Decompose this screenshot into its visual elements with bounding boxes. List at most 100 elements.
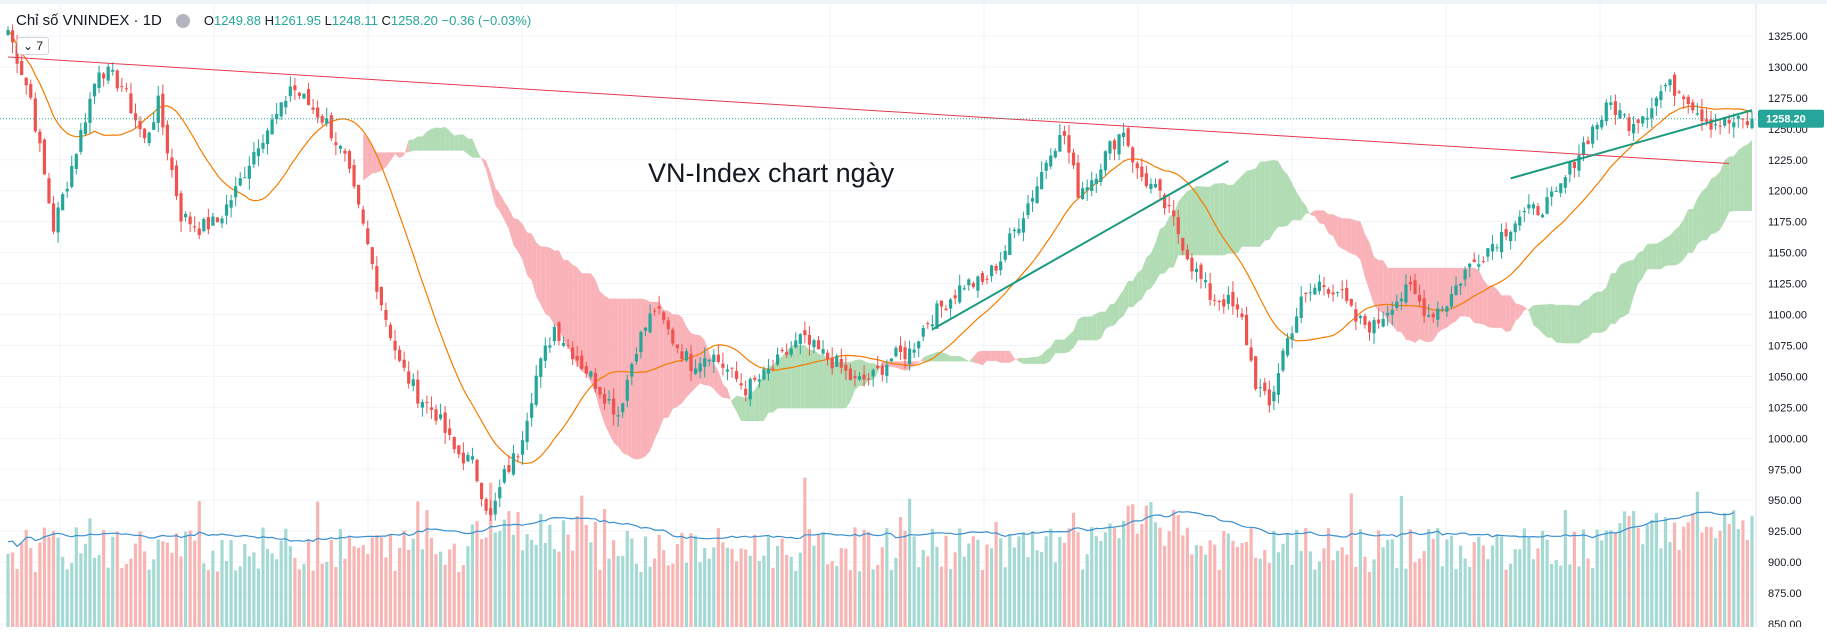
candle-body — [1181, 237, 1185, 251]
candle-body — [302, 93, 306, 99]
volume-bar — [561, 520, 566, 627]
candle — [1495, 243, 1499, 252]
y-tick-label: 1200.00 — [1768, 186, 1808, 198]
candle — [807, 326, 812, 356]
volume-bar — [1363, 556, 1367, 627]
candle — [288, 76, 292, 102]
candle-body — [1336, 291, 1340, 293]
volume-bar — [862, 529, 866, 627]
cloud-bullish — [1578, 301, 1584, 344]
candle-body — [816, 340, 821, 350]
candle-body — [889, 358, 893, 362]
candle — [753, 375, 757, 382]
candle-body — [721, 363, 725, 368]
candle-body — [1472, 259, 1476, 263]
volume-bar — [1112, 528, 1117, 627]
candle-body — [470, 456, 475, 460]
candle — [1691, 99, 1695, 114]
candle — [1249, 338, 1253, 363]
candle — [1458, 282, 1463, 295]
volume-bar — [1486, 559, 1490, 627]
price-axis-bg — [1756, 0, 1827, 627]
candle-body — [1203, 280, 1208, 283]
volume-bar — [607, 558, 611, 627]
trendline-uptrend-2 — [1510, 109, 1753, 180]
volume-bar — [1408, 529, 1413, 627]
candle-body — [379, 286, 383, 306]
candle — [1572, 161, 1577, 178]
cloud-bullish — [1574, 305, 1579, 344]
candle — [976, 275, 980, 298]
volume-bar — [1672, 522, 1677, 627]
volume-bar — [1167, 531, 1171, 627]
candle — [948, 297, 953, 318]
candle-body — [1144, 173, 1148, 187]
candle-body — [42, 139, 47, 175]
volume-bar — [1172, 509, 1176, 627]
volume-bar — [1012, 547, 1016, 627]
candle-body — [407, 371, 411, 384]
volume-bar — [1030, 531, 1035, 627]
candle — [1035, 177, 1039, 204]
candle-body — [703, 358, 707, 367]
candle — [388, 322, 393, 341]
volume-bar — [29, 548, 33, 627]
volume-bar — [1081, 569, 1085, 627]
candle-body — [1254, 356, 1258, 389]
candle-body — [1572, 161, 1577, 169]
volume-bar — [1518, 549, 1522, 627]
candle — [1509, 230, 1513, 250]
symbol-title[interactable]: Chỉ số VNINDEX · 1D — [16, 12, 162, 29]
cloud-bullish — [1697, 191, 1702, 245]
candle — [425, 395, 429, 414]
candle — [398, 345, 402, 363]
cloud-bullish — [1547, 303, 1552, 338]
candle — [907, 340, 912, 371]
candle-body — [338, 145, 343, 149]
candle-body — [693, 368, 698, 374]
cloud-bearish — [599, 291, 605, 424]
candle — [1672, 72, 1677, 107]
candle — [830, 347, 834, 375]
cloud-bullish — [1683, 209, 1689, 260]
candle — [1363, 313, 1367, 329]
candle — [1285, 333, 1290, 358]
candle-body — [971, 283, 975, 287]
volume-bar — [297, 569, 302, 627]
volume-bar — [65, 569, 69, 627]
cloud-bearish — [1328, 214, 1334, 237]
candle — [1559, 183, 1563, 198]
volume-bar — [452, 543, 456, 627]
candle — [903, 340, 907, 369]
cloud-bearish — [1369, 242, 1375, 306]
cloud-bullish — [1169, 213, 1174, 268]
candle — [1336, 291, 1340, 297]
candle-body — [448, 428, 452, 435]
volume-bar — [1240, 542, 1244, 627]
volume-bar — [1053, 562, 1057, 627]
candle — [206, 208, 210, 235]
volume-bar — [853, 527, 857, 627]
volume-bar — [1463, 558, 1467, 627]
volume-bar — [1117, 538, 1121, 627]
volume-bar — [602, 509, 607, 627]
candle — [1613, 94, 1617, 125]
cloud-bearish — [385, 152, 391, 168]
candle-body — [1217, 300, 1221, 303]
candle-body — [1322, 285, 1326, 288]
candle-body — [1709, 119, 1713, 130]
candle — [871, 368, 875, 387]
cloud-bearish — [1387, 267, 1393, 326]
cloud-bearish — [1497, 289, 1502, 328]
candle — [1345, 279, 1349, 304]
candle — [152, 111, 156, 131]
indicators-toggle[interactable]: ⌄ 7 — [17, 37, 50, 55]
cloud-bullish — [772, 359, 778, 413]
candle — [1258, 378, 1262, 398]
candle-body — [1404, 284, 1408, 303]
candle — [607, 389, 611, 405]
cloud-bearish — [727, 388, 733, 404]
candle-body — [557, 322, 561, 341]
